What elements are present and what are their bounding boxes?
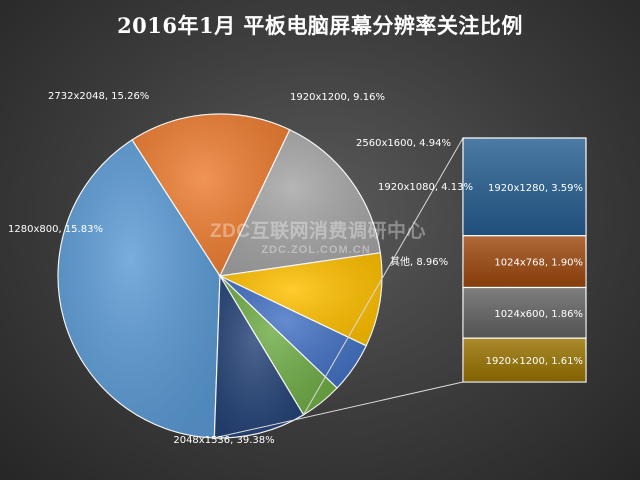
bar-segment-shade bbox=[463, 235, 586, 288]
watermark-url: ZDC.ZOL.COM.CN bbox=[261, 244, 371, 256]
connector-lines bbox=[214, 137, 464, 439]
bar-label-1024x768: 1024x768, 1.90% bbox=[494, 258, 583, 269]
pie-slice-shade bbox=[132, 113, 290, 276]
bar-segment-shade bbox=[463, 338, 586, 382]
pie-labels: 2048x1536, 39.38% 1280x800, 15.83% 2732x20… bbox=[8, 91, 473, 446]
watermark-text: ZDC互联网消费调研中心 bbox=[209, 221, 427, 242]
pie-label-2048x1536: 2048x1536, 39.38% bbox=[173, 435, 274, 446]
bar-labels: 1920x1280, 3.59% 1024x768, 1.90% 1024x600,… bbox=[486, 183, 583, 367]
pie-label-1920x1200: 1920x1200, 9.16% bbox=[290, 92, 385, 103]
bar-label-1920x1280: 1920x1280, 3.59% bbox=[488, 183, 583, 194]
pie-slice-shade bbox=[57, 139, 221, 438]
connector-line-bottom bbox=[214, 381, 464, 439]
pie-label-1920x1080: 1920x1080, 4.13% bbox=[378, 182, 473, 193]
bar-label-1920-1200: 1920×1200, 1.61% bbox=[486, 356, 583, 367]
pie-slice-shade bbox=[220, 276, 338, 415]
pie-label-other: 其他, 8.96% bbox=[390, 255, 448, 268]
pie-slice-shade bbox=[214, 276, 304, 438]
pie-slices bbox=[57, 113, 383, 439]
pie-slice-shade bbox=[220, 276, 367, 389]
pie-label-2732x2048: 2732x2048, 15.26% bbox=[48, 91, 149, 102]
bar-label-1024x600: 1024x600, 1.86% bbox=[494, 309, 583, 320]
breakdown-bar bbox=[462, 137, 587, 383]
bar-segment-shade bbox=[463, 287, 586, 339]
chart-title: 2016年1月 平板电脑屏幕分辨率关注比例 bbox=[117, 13, 523, 38]
pie-label-1280x800: 1280x800, 15.83% bbox=[8, 224, 103, 235]
pie-slice-shade bbox=[220, 252, 382, 346]
pie-slice-shade bbox=[220, 129, 381, 276]
pie-label-2560x1600: 2560x1600, 4.94% bbox=[356, 138, 451, 149]
bar-segment-shade bbox=[463, 138, 586, 236]
connector-line-top bbox=[303, 137, 464, 416]
